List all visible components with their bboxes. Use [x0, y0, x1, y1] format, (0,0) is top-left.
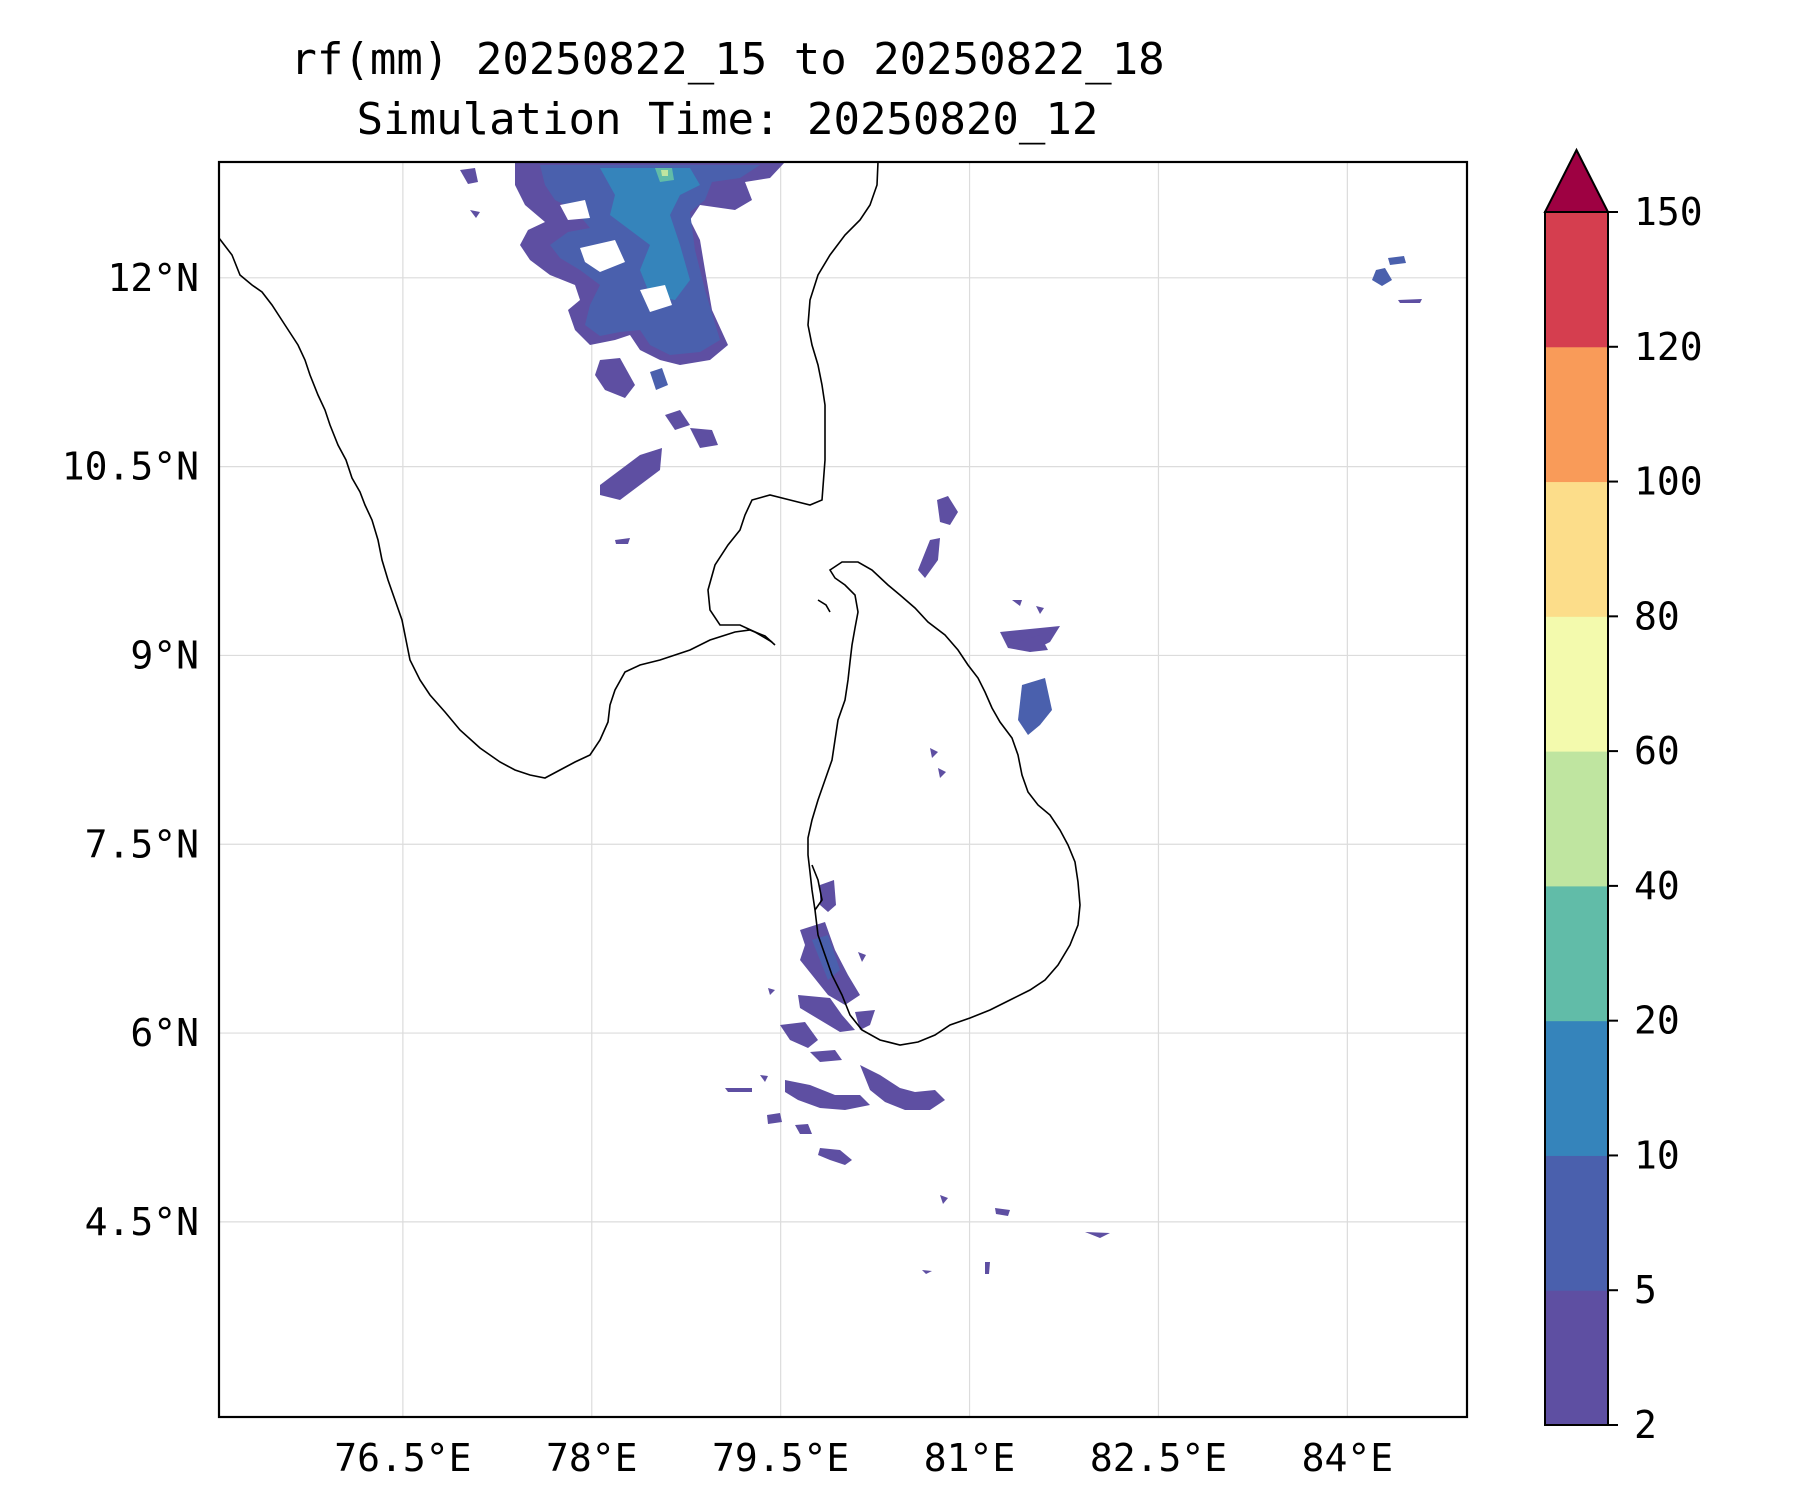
lon-tick-label-2: 79.5°E: [712, 1436, 849, 1480]
colorbar-label-9: 150: [1634, 190, 1703, 234]
colorbar-segment-3: [1545, 885, 1608, 1022]
colorbar-label-3: 20: [1634, 999, 1680, 1043]
colorbar-label-1: 5: [1634, 1268, 1657, 1312]
colorbar-segment-7: [1545, 346, 1608, 483]
map-frame: [217, 160, 1469, 1419]
rain-cell-sw-srilanka: [820, 880, 836, 912]
lon-tick-label-5: 84°E: [1302, 1436, 1394, 1480]
colorbar-segment-1: [1545, 1155, 1608, 1291]
colorbar-label-2: 10: [1634, 1133, 1680, 1177]
colorbar-label-8: 120: [1634, 325, 1703, 369]
rain-cell-tamilnadu-40to60: [661, 170, 668, 176]
colorbar-label-4: 40: [1634, 864, 1680, 908]
coastline-srilanka: [807, 561, 1081, 1046]
lat-tick-label-0: 4.5°N: [85, 1200, 199, 1244]
colorbar-segment-8: [1545, 212, 1608, 348]
lon-tick-label-0: 76.5°E: [334, 1436, 471, 1480]
colorbar-label-6: 80: [1634, 594, 1680, 638]
colorbar-segment-6: [1545, 481, 1608, 617]
rain-cell-bay-of-bengal: [1372, 268, 1392, 286]
map-panel: [219, 162, 1467, 1417]
lat-tick-label-2: 7.5°N: [85, 822, 199, 866]
simulation-time-subtitle: Simulation Time: 20250820_12: [356, 94, 1099, 145]
coastline-india: [219, 237, 776, 779]
rain-cell-tamilnadu-10to20: [600, 168, 700, 300]
colorbar-segment-0: [1545, 1290, 1608, 1426]
colorbar-segment-2: [1545, 1020, 1608, 1156]
lon-tick-label-3: 81°E: [924, 1436, 1016, 1480]
rain-cell-ne-srilanka: [937, 496, 958, 525]
lon-tick-label-4: 82.5°E: [1090, 1436, 1227, 1480]
colorbar-label-5: 60: [1634, 729, 1680, 773]
lon-tick-label-1: 78°E: [546, 1436, 638, 1480]
lat-tick-label-1: 6°N: [130, 1011, 199, 1055]
colorbar-label-0: 2: [1634, 1403, 1657, 1447]
colorbar-segment-4: [1545, 751, 1608, 887]
latitude-ticks: 4.5°N 6°N 7.5°N 9°N 10.5°N 12°N: [62, 256, 199, 1244]
map-title: rf(mm) 20250822_15 to 20250822_18: [290, 34, 1165, 85]
rainfall-field: [460, 162, 1422, 1274]
colorbar: 2 5 10 20 40 60 80 100 120 150: [1543, 147, 1703, 1447]
colorbar-extend-arrow: [1543, 147, 1610, 213]
gridlines: [219, 162, 1467, 1417]
lat-tick-label-5: 12°N: [107, 256, 199, 300]
coastline-india-east: [707, 162, 879, 643]
longitude-ticks: 76.5°E 78°E 79.5°E 81°E 82.5°E 84°E: [334, 1436, 1393, 1480]
lat-tick-label-4: 10.5°N: [62, 445, 199, 489]
colorbar-label-7: 100: [1634, 460, 1703, 504]
colorbar-segment-5: [1545, 616, 1608, 752]
lat-tick-label-3: 9°N: [130, 633, 199, 677]
coastlines: [219, 162, 1081, 1046]
colorbar-frame: [1544, 211, 1609, 1426]
